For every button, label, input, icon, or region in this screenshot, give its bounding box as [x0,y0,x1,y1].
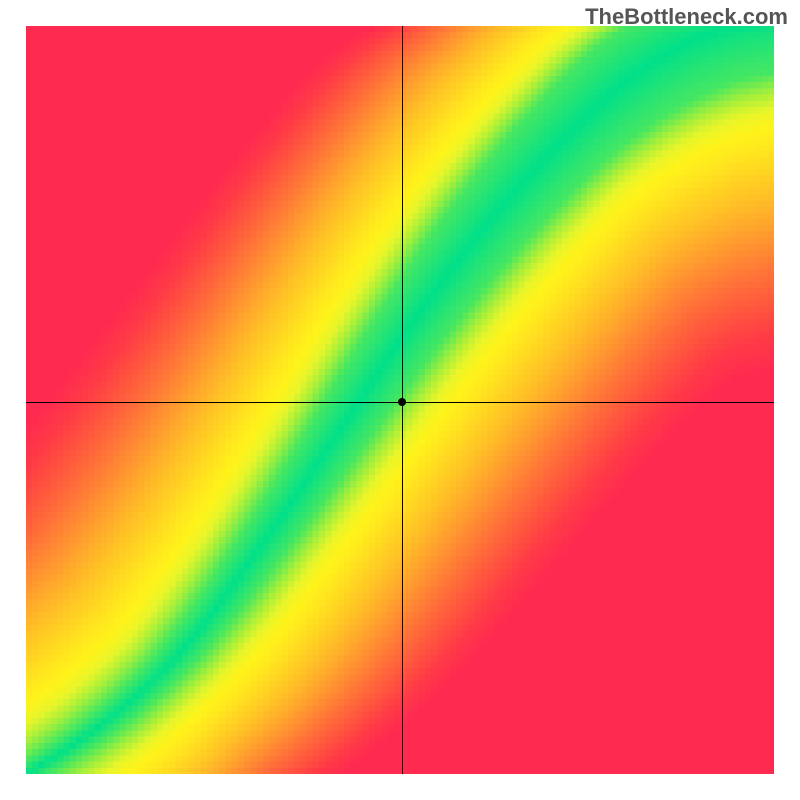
chart-container: TheBottleneck.com [0,0,800,800]
plot-area [26,26,774,774]
watermark-text: TheBottleneck.com [585,4,788,30]
marker-dot [398,398,406,406]
